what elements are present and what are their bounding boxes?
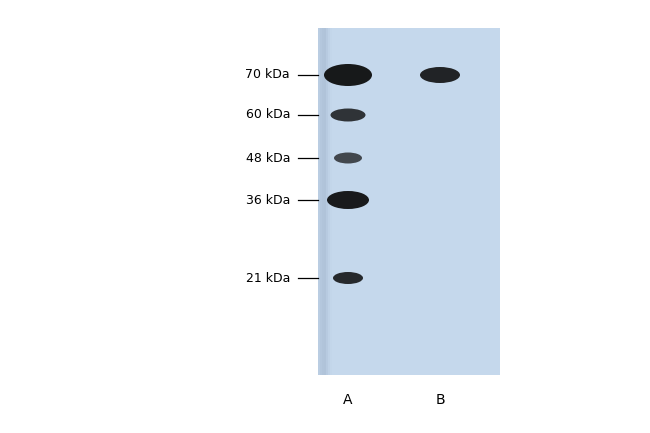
Text: A: A <box>343 393 353 407</box>
Ellipse shape <box>420 67 460 83</box>
Ellipse shape <box>330 109 365 122</box>
Text: 60 kDa: 60 kDa <box>246 109 290 122</box>
Text: 70 kDa: 70 kDa <box>246 68 290 81</box>
Bar <box>320 28 328 375</box>
Ellipse shape <box>334 152 362 164</box>
Ellipse shape <box>324 64 372 86</box>
Text: 36 kDa: 36 kDa <box>246 194 290 207</box>
Text: 21 kDa: 21 kDa <box>246 271 290 284</box>
Ellipse shape <box>327 191 369 209</box>
Bar <box>318 28 500 375</box>
Text: 48 kDa: 48 kDa <box>246 152 290 165</box>
Bar <box>324 28 332 375</box>
Text: B: B <box>436 393 445 407</box>
Bar <box>318 28 326 375</box>
Bar <box>322 28 330 375</box>
Ellipse shape <box>333 272 363 284</box>
